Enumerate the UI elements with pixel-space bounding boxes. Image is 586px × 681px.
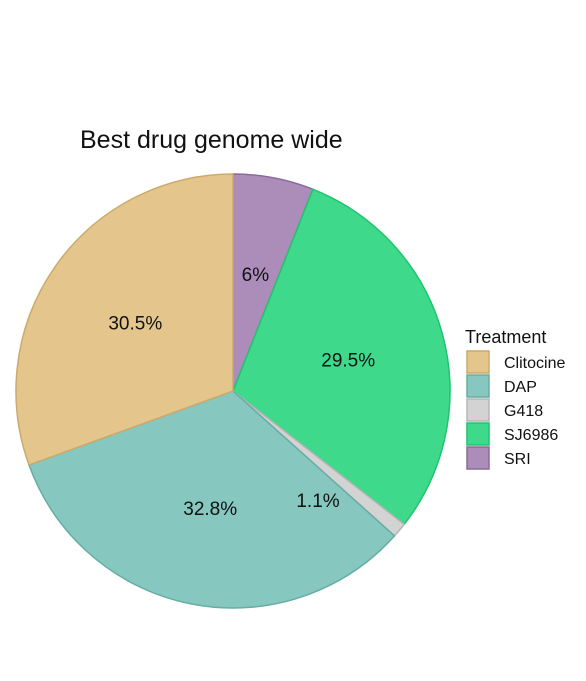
pie-slice-dap — [28, 390, 396, 609]
slice-label-clitocine: 30.5% — [108, 314, 162, 335]
legend-title: Treatment — [465, 327, 546, 347]
slice-label-sri: 6% — [242, 265, 270, 286]
legend-swatch-dap — [466, 374, 490, 398]
legend-swatch-sri — [466, 446, 490, 470]
pie-slice-clitocine — [15, 173, 234, 466]
legend-label-g418: G418 — [504, 403, 543, 420]
legend-label-sj6986: SJ6986 — [504, 427, 558, 444]
chart-title: Best drug genome wide — [80, 126, 343, 154]
legend-swatch-g418 — [466, 398, 490, 422]
pie-labels: 6% 29.5% 1.1% 32.8% 30.5% — [108, 265, 375, 520]
legend-label-sri: SRI — [504, 451, 531, 468]
legend-swatch-clitocine — [466, 350, 490, 374]
pie-slice-sj6986 — [232, 188, 451, 526]
slice-label-g418: 1.1% — [296, 491, 339, 512]
slice-label-sj6986: 29.5% — [321, 351, 375, 372]
pie-slices — [15, 173, 451, 609]
legend-label-dap: DAP — [504, 379, 537, 396]
legend: Treatment Clitocine DAP G418 SJ6986 SRI — [465, 327, 565, 470]
slice-label-dap: 32.8% — [183, 499, 237, 520]
legend-swatch-sj6986 — [466, 422, 490, 446]
legend-label-clitocine: Clitocine — [504, 355, 565, 372]
